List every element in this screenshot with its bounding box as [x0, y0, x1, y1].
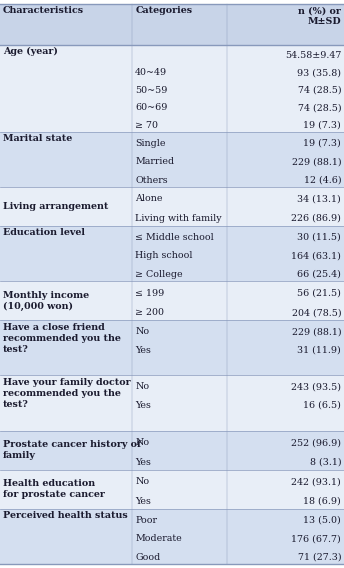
Text: Characteristics: Characteristics [3, 6, 84, 15]
Text: 74 (28.5): 74 (28.5) [298, 86, 341, 95]
Text: Moderate: Moderate [135, 534, 182, 543]
Bar [0, 431, 344, 470]
Text: Marital state: Marital state [3, 134, 72, 143]
Text: 19 (7.3): 19 (7.3) [303, 121, 341, 130]
Text: 34 (13.1): 34 (13.1) [298, 194, 341, 203]
Text: 229 (88.1): 229 (88.1) [292, 157, 341, 166]
Text: 50~59: 50~59 [135, 86, 168, 95]
Text: Monthly income
(10,000 won): Monthly income (10,000 won) [3, 291, 89, 311]
Text: 229 (88.1): 229 (88.1) [292, 327, 341, 336]
Text: 40~49: 40~49 [135, 69, 167, 77]
Text: Have a close friend
recommended you the
test?: Have a close friend recommended you the … [3, 323, 121, 354]
Text: Alone: Alone [135, 194, 163, 203]
Text: Living with family: Living with family [135, 214, 222, 223]
Text: Perceived health status: Perceived health status [3, 511, 128, 520]
Bar [0, 4, 344, 44]
Text: ≥ 70: ≥ 70 [135, 121, 158, 130]
Text: 71 (27.3): 71 (27.3) [298, 553, 341, 562]
Bar [0, 226, 344, 281]
Text: No: No [135, 327, 149, 336]
Text: ≤ Middle school: ≤ Middle school [135, 233, 214, 242]
Bar [0, 470, 344, 509]
Text: Education level: Education level [3, 228, 85, 237]
Text: Prostate cancer history of
family: Prostate cancer history of family [3, 440, 141, 460]
Text: 204 (78.5): 204 (78.5) [292, 308, 341, 318]
Text: Yes: Yes [135, 497, 151, 506]
Bar [0, 509, 344, 564]
Bar [0, 320, 344, 375]
Text: n (%) or
M±SD: n (%) or M±SD [298, 6, 341, 26]
Text: 252 (96.9): 252 (96.9) [291, 438, 341, 447]
Text: Yes: Yes [135, 346, 151, 354]
Text: 8 (3.1): 8 (3.1) [310, 458, 341, 467]
Bar [0, 132, 344, 187]
Text: ≥ 200: ≥ 200 [135, 308, 164, 318]
Text: 19 (7.3): 19 (7.3) [303, 139, 341, 148]
Bar [0, 375, 344, 431]
Text: 243 (93.5): 243 (93.5) [291, 382, 341, 391]
Text: 56 (21.5): 56 (21.5) [297, 289, 341, 298]
Text: Single: Single [135, 139, 166, 148]
Text: 54.58±9.47: 54.58±9.47 [285, 51, 341, 60]
Text: 93 (35.8): 93 (35.8) [297, 69, 341, 77]
Text: 12 (4.6): 12 (4.6) [304, 176, 341, 185]
Text: 60~69: 60~69 [135, 103, 168, 112]
Text: 176 (67.7): 176 (67.7) [291, 534, 341, 543]
Text: No: No [135, 477, 149, 486]
Text: 16 (6.5): 16 (6.5) [303, 401, 341, 410]
Text: Health education
for prostate cancer: Health education for prostate cancer [3, 479, 105, 499]
Text: Yes: Yes [135, 401, 151, 410]
Text: Living arrangement: Living arrangement [3, 202, 108, 211]
Text: 30 (11.5): 30 (11.5) [298, 233, 341, 242]
Text: 18 (6.9): 18 (6.9) [303, 497, 341, 506]
Text: ≤ 199: ≤ 199 [135, 289, 164, 298]
Text: 66 (25.4): 66 (25.4) [297, 270, 341, 279]
Text: High school: High school [135, 252, 193, 260]
Text: Married: Married [135, 157, 174, 166]
Bar [0, 44, 344, 132]
Text: Age (year): Age (year) [3, 47, 58, 56]
Text: 74 (28.5): 74 (28.5) [298, 103, 341, 112]
Text: 13 (5.0): 13 (5.0) [303, 516, 341, 525]
Text: Have your family doctor
recommended you the
test?: Have your family doctor recommended you … [3, 378, 130, 409]
Text: 164 (63.1): 164 (63.1) [291, 252, 341, 260]
Text: Yes: Yes [135, 458, 151, 467]
Text: 31 (11.9): 31 (11.9) [298, 346, 341, 354]
Text: No: No [135, 382, 149, 391]
Text: ≥ College: ≥ College [135, 270, 183, 279]
Bar [0, 187, 344, 226]
Text: 242 (93.1): 242 (93.1) [291, 477, 341, 486]
Bar [0, 281, 344, 320]
Text: Categories: Categories [135, 6, 192, 15]
Text: Others: Others [135, 176, 168, 185]
Text: Good: Good [135, 553, 160, 562]
Text: Poor: Poor [135, 516, 157, 525]
Text: 226 (86.9): 226 (86.9) [291, 214, 341, 223]
Text: No: No [135, 438, 149, 447]
